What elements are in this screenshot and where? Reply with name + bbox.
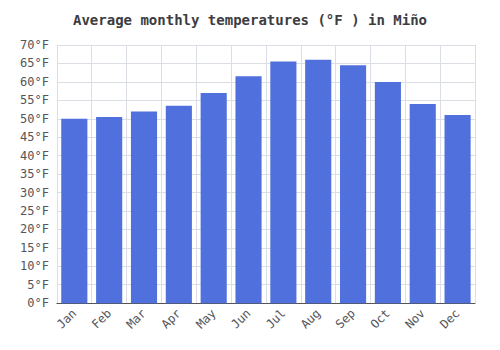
svg-text:65°F: 65°F bbox=[20, 56, 49, 70]
svg-text:Apr: Apr bbox=[159, 306, 184, 331]
svg-text:60°F: 60°F bbox=[20, 75, 49, 89]
svg-text:May: May bbox=[193, 306, 218, 331]
svg-text:Dec: Dec bbox=[437, 306, 462, 331]
svg-text:Oct: Oct bbox=[368, 306, 393, 331]
svg-text:Mar: Mar bbox=[124, 306, 149, 331]
svg-text:0°F: 0°F bbox=[27, 296, 49, 310]
svg-text:20°F: 20°F bbox=[20, 222, 49, 236]
svg-text:Nov: Nov bbox=[402, 306, 427, 331]
svg-text:50°F: 50°F bbox=[20, 112, 49, 126]
svg-text:5°F: 5°F bbox=[27, 278, 49, 292]
svg-text:15°F: 15°F bbox=[20, 241, 49, 255]
svg-text:25°F: 25°F bbox=[20, 204, 49, 218]
svg-text:30°F: 30°F bbox=[20, 186, 49, 200]
svg-text:Aug: Aug bbox=[298, 306, 323, 331]
svg-text:55°F: 55°F bbox=[20, 93, 49, 107]
svg-text:40°F: 40°F bbox=[20, 149, 49, 163]
svg-text:Jan: Jan bbox=[54, 306, 79, 331]
svg-text:35°F: 35°F bbox=[20, 167, 49, 181]
svg-text:Sep: Sep bbox=[333, 306, 358, 331]
svg-text:Feb: Feb bbox=[89, 306, 114, 331]
svg-text:45°F: 45°F bbox=[20, 130, 49, 144]
svg-text:70°F: 70°F bbox=[20, 38, 49, 52]
svg-text:Jul: Jul bbox=[263, 306, 288, 331]
svg-text:Average monthly temperatures (: Average monthly temperatures (°F ) in Mi… bbox=[73, 12, 427, 28]
svg-text:Jun: Jun bbox=[228, 306, 253, 331]
svg-text:10°F: 10°F bbox=[20, 259, 49, 273]
